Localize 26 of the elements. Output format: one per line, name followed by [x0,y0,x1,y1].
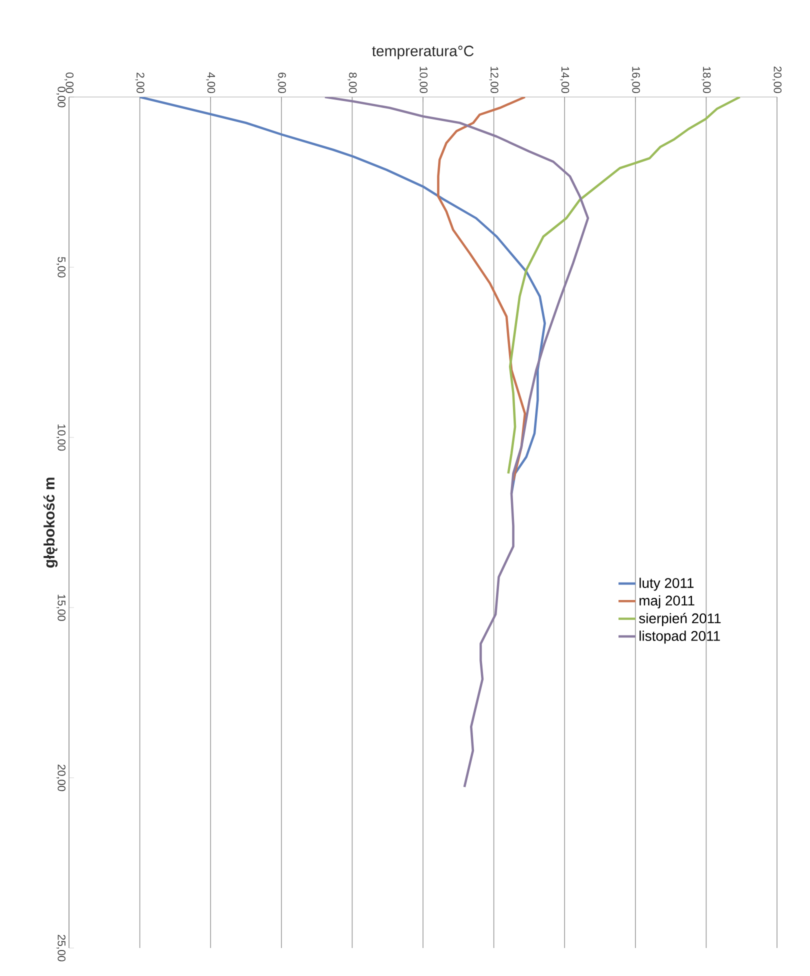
y-tick-label: 0,00 [56,86,66,108]
legend-label: maj 2011 [640,595,694,608]
y-tick-label: 25,00 [56,934,66,962]
line-series [507,97,741,475]
y-tick-label: 20,00 [56,764,66,792]
x-tick-label: 18,00 [702,66,711,94]
line-series [437,97,526,482]
y-tick-label: 15,00 [56,594,66,621]
x-tick-label: 16,00 [630,66,640,94]
legend-label: listopad 2011 [640,630,720,644]
x-tick-label: 8,00 [348,72,357,94]
x-tick-label: 14,00 [560,66,570,94]
x-tick-label: 10,00 [418,66,428,94]
x-tick-label: 6,00 [276,72,286,94]
x-tick-label: 4,00 [206,72,216,94]
x-tick-label: 12,00 [489,66,498,94]
x-axis-title: tempreratura°C [372,46,474,60]
y-tick-label: 10,00 [56,424,66,451]
y-axis-title: głębokość m [43,478,58,568]
legend-label: sierpień 2011 [639,612,721,626]
line-series [138,97,546,495]
y-tick-label: 5,00 [56,256,66,278]
line-series [324,97,590,788]
x-tick-label: 2,00 [135,72,144,94]
legend-label: luty 2011 [640,578,694,591]
x-tick-label: 20,00 [772,66,782,94]
